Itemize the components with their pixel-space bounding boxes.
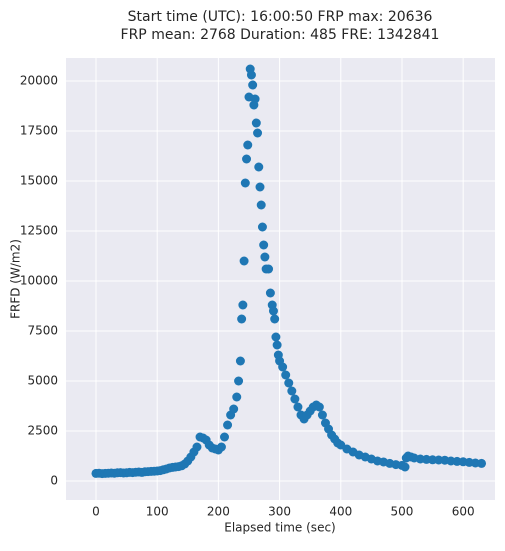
y-tick-label: 17500 (20, 124, 58, 138)
point (257, 222, 267, 232)
chart-title: Start time (UTC): 16:00:50 FRP max: 2063… (128, 9, 433, 25)
x-tick-label: 300 (268, 505, 291, 519)
point (240, 178, 250, 188)
y-tick-label: 0 (50, 474, 58, 488)
point (255, 182, 265, 192)
x-tick-label: 600 (452, 505, 475, 519)
point (268, 306, 278, 316)
y-tick-label: 7500 (27, 324, 58, 338)
point (239, 256, 249, 266)
point (259, 240, 269, 250)
point (400, 462, 410, 472)
point (265, 288, 275, 298)
point (264, 264, 274, 274)
y-tick-label: 12500 (20, 224, 58, 238)
point (253, 128, 263, 138)
point (284, 378, 294, 388)
y-tick-label: 20000 (20, 74, 58, 88)
chart-title: FRP mean: 2768 Duration: 485 FRE: 134284… (121, 27, 440, 43)
point (216, 442, 226, 452)
point (238, 300, 248, 310)
point (256, 200, 266, 210)
point (317, 410, 327, 420)
point (192, 442, 202, 452)
point (272, 340, 282, 350)
point (314, 402, 324, 412)
point (234, 376, 244, 386)
x-tick-label: 200 (207, 505, 230, 519)
point (248, 80, 258, 90)
point (287, 386, 297, 396)
y-tick-label: 5000 (27, 374, 58, 388)
y-tick-label: 10000 (20, 274, 58, 288)
point (254, 162, 264, 172)
point (229, 404, 239, 414)
point (235, 356, 245, 366)
x-tick-label: 500 (391, 505, 414, 519)
x-tick-label: 400 (329, 505, 352, 519)
point (293, 402, 303, 412)
point (242, 154, 252, 164)
point (251, 118, 261, 128)
point (290, 394, 300, 404)
point (477, 458, 487, 468)
plot-area (66, 58, 495, 500)
x-tick-label: 0 (92, 505, 100, 519)
y-tick-label: 15000 (20, 174, 58, 188)
point (270, 314, 280, 324)
x-tick-label: 100 (146, 505, 169, 519)
point (243, 140, 253, 150)
point (232, 392, 242, 402)
x-axis-label: Elapsed time (sec) (224, 521, 335, 535)
point (278, 362, 288, 372)
y-axis-label: FRFD (W/m2) (9, 239, 23, 319)
point (271, 332, 281, 342)
point (250, 94, 260, 104)
point (223, 420, 233, 430)
y-tick-label: 2500 (27, 424, 58, 438)
point (220, 432, 230, 442)
point (281, 370, 291, 380)
point (246, 70, 256, 80)
point (237, 314, 247, 324)
point (260, 252, 270, 262)
